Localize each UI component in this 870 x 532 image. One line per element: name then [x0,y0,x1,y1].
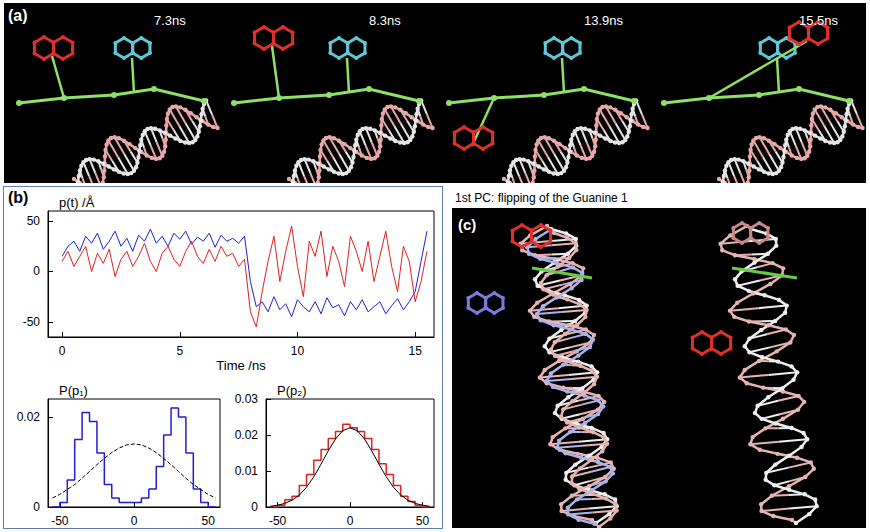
svg-text:(c): (c) [458,216,476,233]
svg-text:0: 0 [33,500,40,514]
svg-text:0.03: 0.03 [235,392,259,406]
svg-text:5: 5 [176,344,183,358]
svg-text:15.5ns: 15.5ns [799,13,839,28]
svg-text:8.3ns: 8.3ns [369,13,401,28]
svg-text:Time /ns: Time /ns [216,358,266,373]
svg-text:0: 0 [59,344,66,358]
svg-text:P(p₁): P(p₁) [59,383,88,398]
svg-text:0.02: 0.02 [235,428,259,442]
svg-text:0.01: 0.01 [235,464,259,478]
svg-text:(a): (a) [8,7,28,24]
svg-text:10: 10 [291,344,305,358]
svg-text:50: 50 [416,514,430,528]
svg-text:-50: -50 [23,315,41,329]
svg-text:13.9ns: 13.9ns [584,13,624,28]
svg-text:-50: -50 [269,514,287,528]
html-text:(b): (b) [8,189,29,206]
svg-text:15: 15 [408,344,422,358]
svg-text:0: 0 [33,264,40,278]
svg-text:p(t) /Å: p(t) /Å [59,195,95,210]
svg-text:50: 50 [201,514,215,528]
svg-text:-50: -50 [51,514,69,528]
html-text:1st PC: flipping of the Guanin: 1st PC: flipping of the Guanine 1 [455,191,628,205]
svg-text:0: 0 [251,500,258,514]
svg-text:7.3ns: 7.3ns [154,13,186,28]
svg-text:50: 50 [27,214,41,228]
svg-text:0: 0 [347,514,354,528]
svg-text:0: 0 [131,514,138,528]
svg-text:P(p₂): P(p₂) [277,383,307,398]
svg-text:0.02: 0.02 [17,410,41,424]
